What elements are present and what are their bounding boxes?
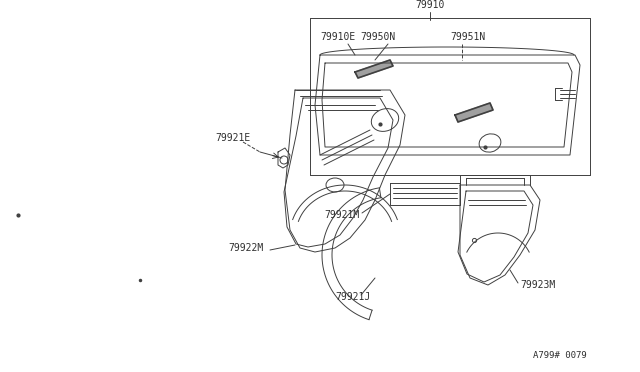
Text: A799# 0079: A799# 0079 — [533, 350, 587, 359]
Polygon shape — [455, 103, 493, 122]
Text: 79921E: 79921E — [215, 133, 250, 143]
Text: 79922M: 79922M — [228, 243, 263, 253]
Polygon shape — [355, 60, 393, 78]
Text: 79950N: 79950N — [360, 32, 396, 42]
Text: 79951N: 79951N — [450, 32, 485, 42]
Text: 79910E: 79910E — [320, 32, 355, 42]
Text: 79923M: 79923M — [520, 280, 556, 290]
Text: 79921J: 79921J — [335, 292, 371, 302]
Text: 79921M: 79921M — [324, 210, 360, 220]
Text: 79910: 79910 — [415, 0, 445, 10]
